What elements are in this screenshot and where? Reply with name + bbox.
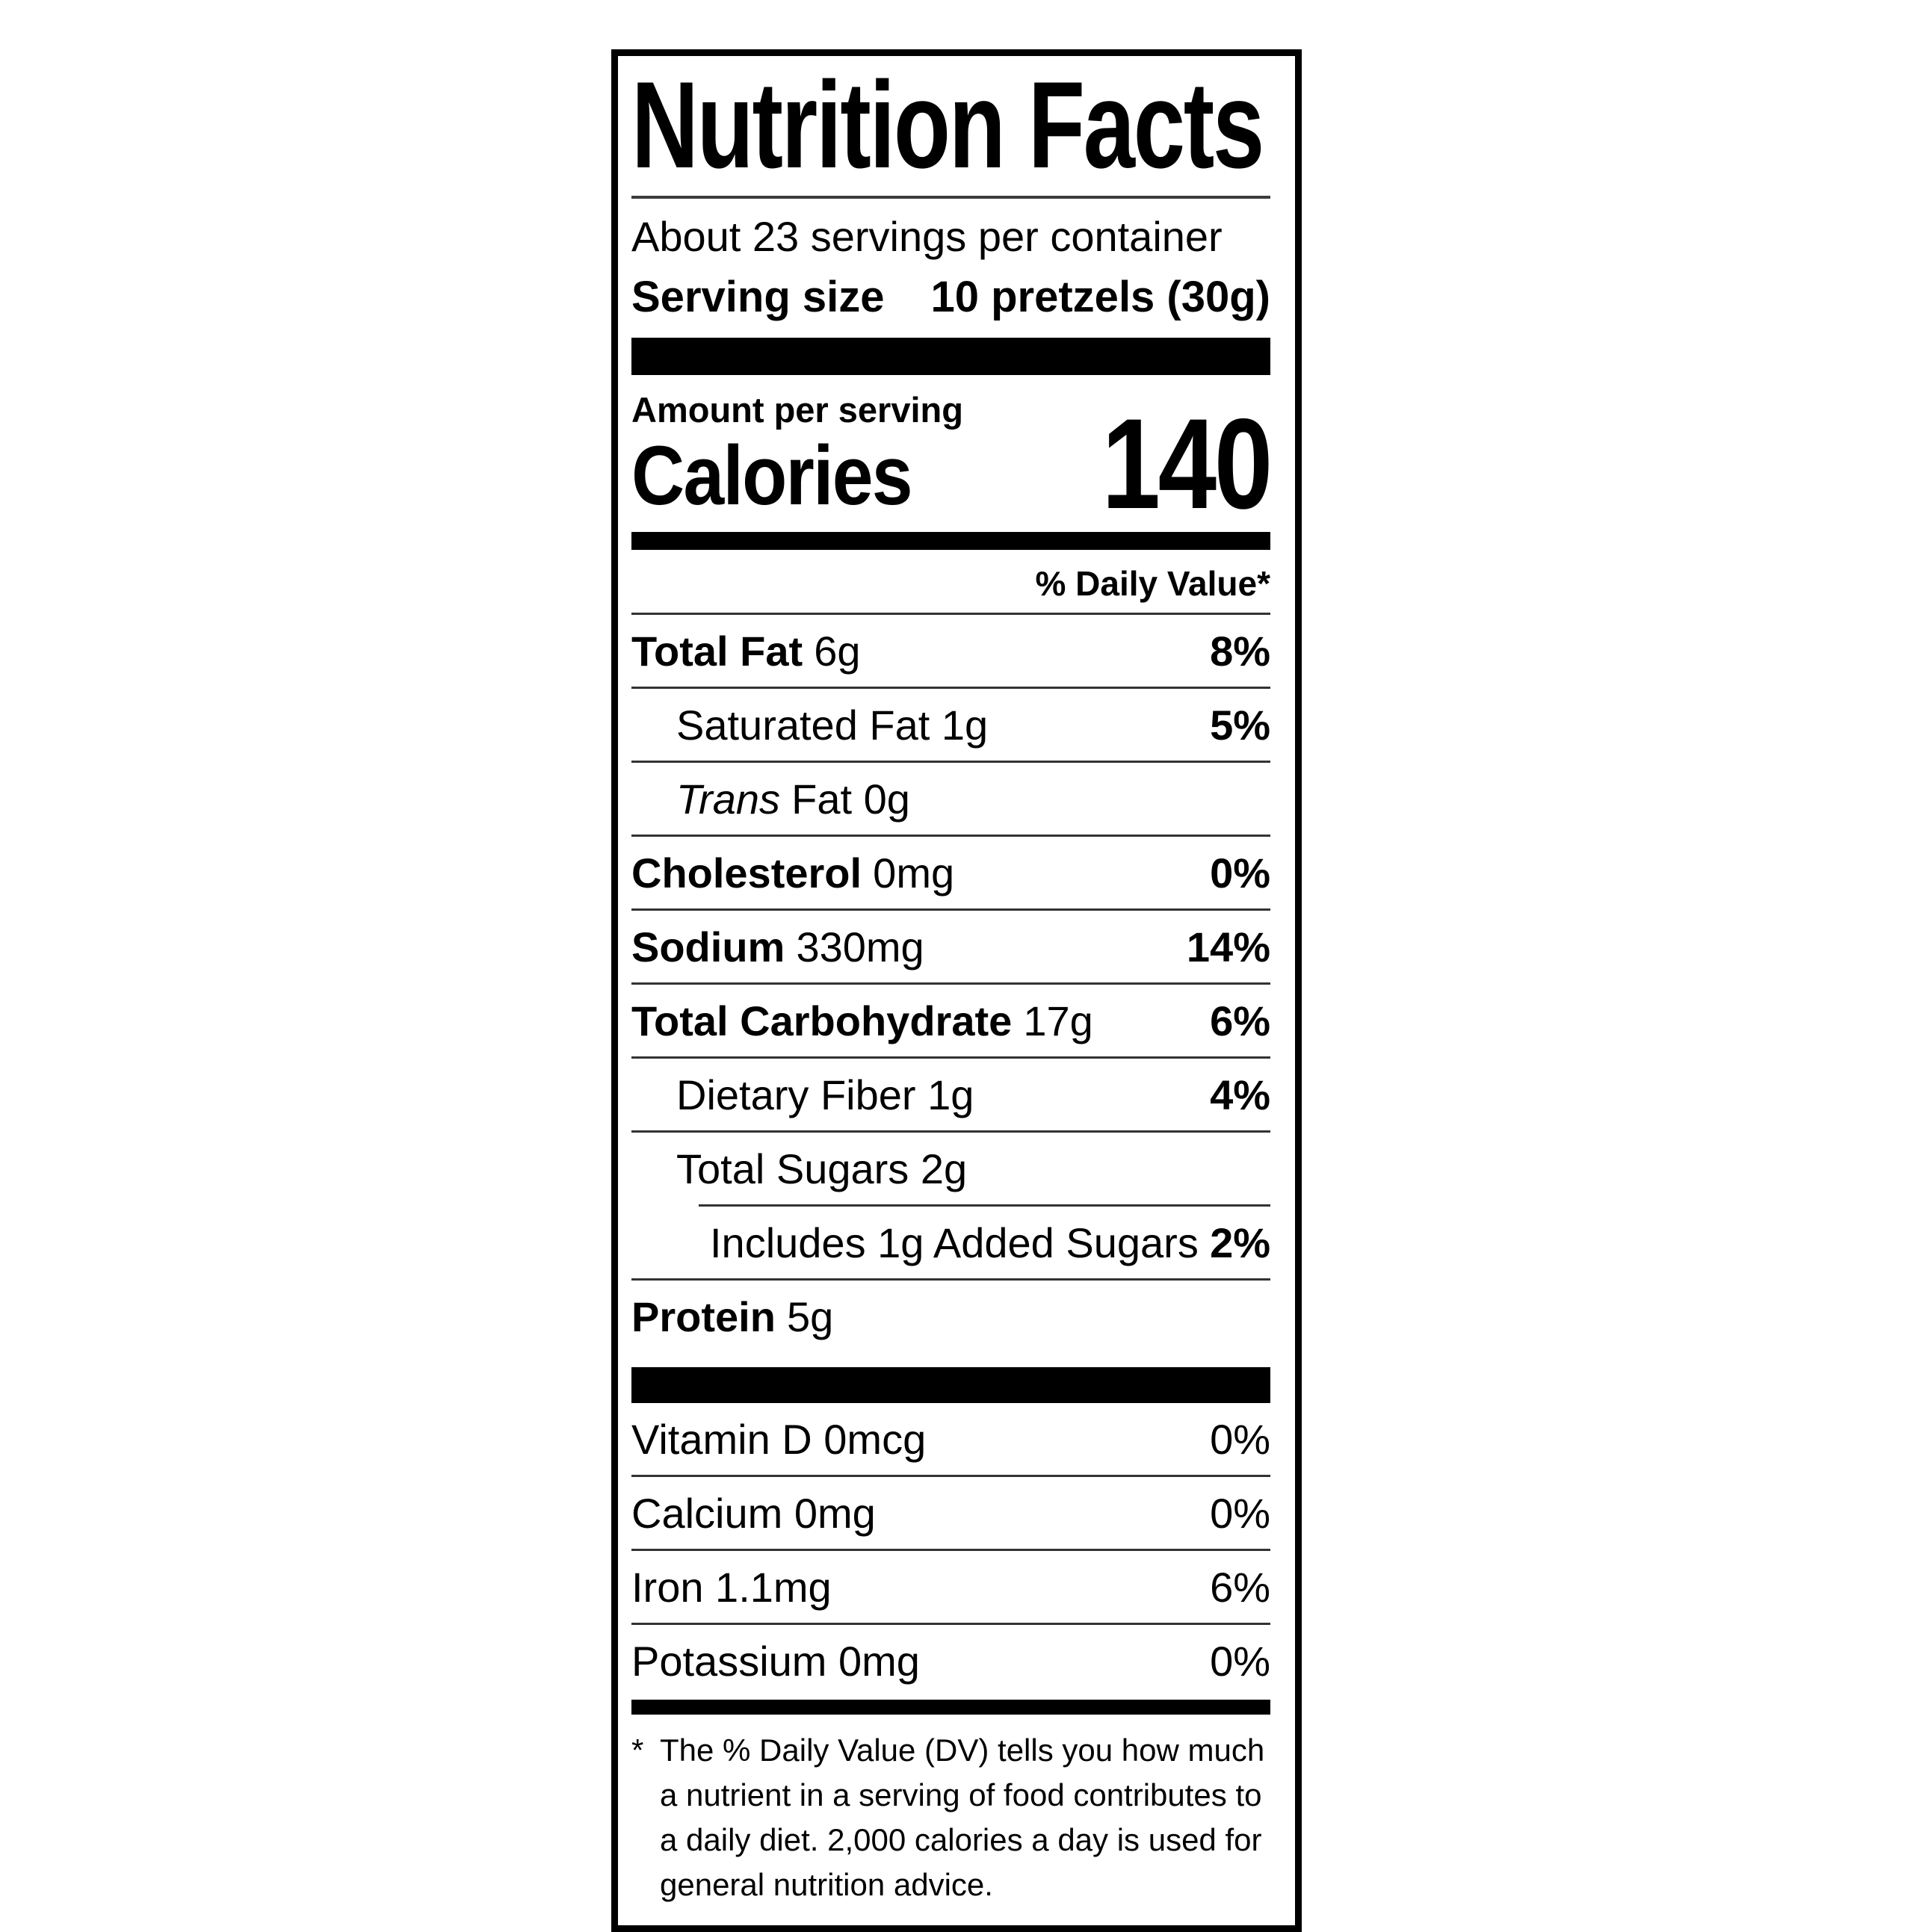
nutrient-row-dietary-fiber: Dietary Fiber 1g 4% [631, 1059, 1270, 1133]
servings-per-container: About 23 servings per container [631, 212, 1223, 260]
nutrient-row-saturated-fat: Saturated Fat 1g 5% [631, 689, 1270, 763]
micronutrient-name: Calcium 0mg [631, 1489, 876, 1537]
nutrient-name: Dietary Fiber 1g [676, 1071, 974, 1118]
nutrient-percent: 0% [1210, 849, 1270, 897]
nutrient-row-total-sugars: Total Sugars 2g [631, 1133, 1270, 1204]
nutrient-percent: 6% [1210, 997, 1270, 1044]
calories-left-column: Amount per serving Calories [631, 387, 963, 518]
calories-section: Amount per serving Calories 140 [631, 375, 1273, 536]
footnote-divider-bar [631, 1699, 1270, 1715]
nutrient-row-protein: Protein 5g [631, 1281, 1270, 1352]
nutrient-name: Total Sugars 2g [676, 1145, 968, 1192]
title-divider [631, 195, 1270, 199]
nutrient-name: Includes 1g Added Sugars [710, 1219, 1199, 1266]
micronutrient-divider-bar [631, 1366, 1270, 1403]
nutrient-name: Cholesterol 0mg [631, 849, 955, 897]
nutrient-percent: 2% [1210, 1219, 1270, 1266]
indented-divider [699, 1204, 1270, 1207]
section-divider-bar [631, 337, 1270, 375]
nutrient-percent: 5% [1210, 701, 1270, 749]
micronutrient-row-vitamin-d: Vitamin D 0mcg 0% [631, 1403, 1270, 1477]
nutrient-name: Sodium 330mg [631, 923, 924, 970]
nutrient-percent: 8% [1210, 627, 1270, 675]
nutrient-name: Trans Fat 0g [676, 775, 910, 823]
micronutrient-row-calcium: Calcium 0mg 0% [631, 1477, 1270, 1551]
nutrition-facts-label: Nutrition Facts About 23 servings per co… [611, 49, 1302, 1932]
daily-value-header: % Daily Value* [631, 550, 1270, 615]
nutrient-percent: 14% [1186, 923, 1270, 970]
serving-size-label: Serving size [631, 272, 885, 321]
footnote: * The % Daily Value (DV) tells you how m… [631, 1715, 1270, 1915]
micronutrient-name: Iron 1.1mg [631, 1563, 832, 1611]
serving-size-value: 10 pretzels (30g) [930, 272, 1270, 321]
calories-value: 140 [1101, 391, 1273, 536]
micronutrient-percent: 0% [1210, 1489, 1270, 1537]
nutrient-row-total-carbohydrate: Total Carbohydrate 17g 6% [631, 985, 1270, 1059]
nutrient-percent: 4% [1210, 1071, 1270, 1118]
footnote-marker: * [631, 1732, 644, 1768]
footnote-line: a nutrient in a serving of food contribu… [660, 1777, 1262, 1812]
calories-divider-bar [631, 531, 1270, 550]
footnote-line: general nutrition advice. [660, 1866, 993, 1902]
footnote-line: a daily diet. 2,000 calories a day is us… [660, 1821, 1262, 1857]
micronutrient-percent: 0% [1210, 1637, 1270, 1685]
nutrient-row-added-sugars: Includes 1g Added Sugars 2% [631, 1207, 1270, 1281]
nutrient-row-trans-fat: Trans Fat 0g [631, 763, 1270, 837]
calories-label: Calories [631, 428, 913, 522]
micronutrient-row-potassium: Potassium 0mg 0% [631, 1625, 1270, 1697]
micronutrient-row-iron: Iron 1.1mg 6% [631, 1551, 1270, 1625]
footnote-line: The % Daily Value (DV) tells you how muc… [660, 1732, 1265, 1768]
micronutrient-percent: 0% [1210, 1415, 1270, 1463]
nutrient-name: Total Carbohydrate 17g [631, 997, 1093, 1044]
nutrient-row-sodium: Sodium 330mg 14% [631, 911, 1270, 985]
nutrient-name: Saturated Fat 1g [676, 701, 989, 749]
amount-per-serving-label: Amount per serving [631, 389, 963, 430]
nutrient-row-cholesterol: Cholesterol 0mg 0% [631, 837, 1270, 911]
label-title: Nutrition Facts [631, 56, 1264, 193]
micronutrient-name: Potassium 0mg [631, 1637, 920, 1685]
micronutrient-name: Vitamin D 0mcg [631, 1415, 927, 1463]
footnote-text: The % Daily Value (DV) tells you how muc… [660, 1728, 1264, 1907]
nutrient-name: Total Fat 6g [631, 627, 861, 675]
serving-size-row: Serving size 10 pretzels (30g) [631, 263, 1270, 338]
micronutrient-percent: 6% [1210, 1563, 1270, 1611]
nutrient-row-total-fat: Total Fat 6g 8% [631, 615, 1270, 689]
nutrient-name: Protein 5g [631, 1292, 834, 1340]
